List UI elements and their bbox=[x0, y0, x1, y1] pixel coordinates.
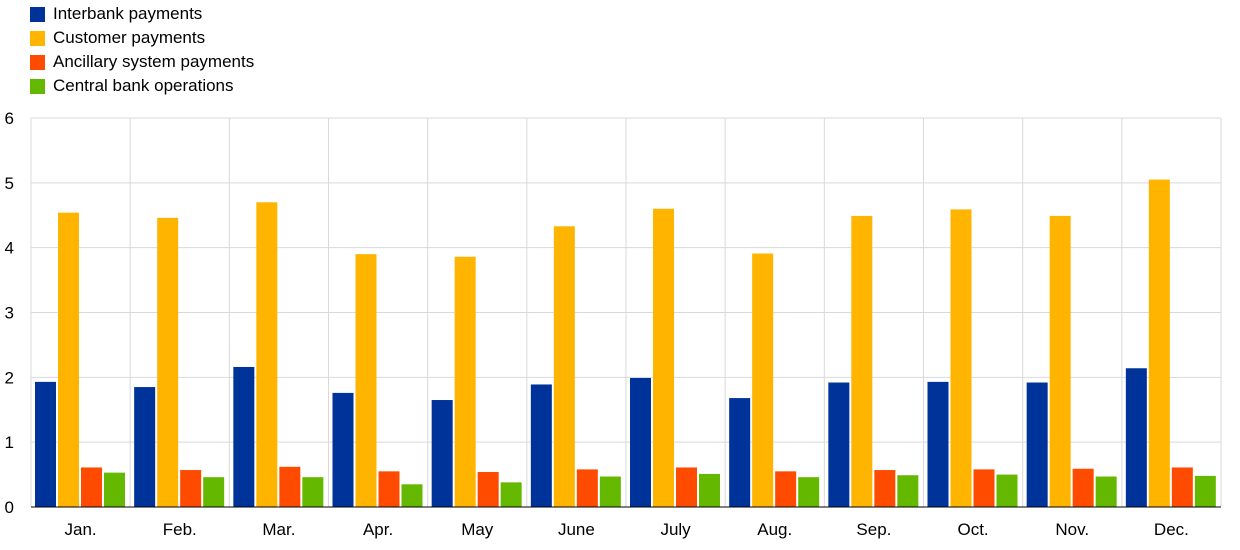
bar-interbank-payments-7 bbox=[729, 398, 751, 507]
bar-central-bank-operations-7 bbox=[798, 477, 820, 507]
bar-customer-payments-9 bbox=[950, 209, 972, 508]
legend-swatch-interbank bbox=[30, 6, 45, 22]
bar-customer-payments-3 bbox=[355, 254, 377, 507]
bar-central-bank-operations-1 bbox=[203, 477, 225, 507]
y-tick-label: 1 bbox=[5, 433, 14, 452]
bar-central-bank-operations-2 bbox=[302, 477, 324, 507]
legend-item-central-bank: Central bank operations bbox=[30, 74, 254, 98]
x-tick-label: June bbox=[558, 520, 595, 539]
x-tick-label: Dec. bbox=[1154, 520, 1189, 539]
bar-central-bank-operations-6 bbox=[699, 473, 720, 507]
legend: Interbank payments Customer payments Anc… bbox=[30, 2, 254, 98]
bar-customer-payments-6 bbox=[653, 208, 674, 507]
y-tick-label: 0 bbox=[5, 498, 14, 517]
bar-customer-payments-2 bbox=[256, 202, 278, 508]
legend-label-central-bank: Central bank operations bbox=[53, 76, 234, 95]
bar-interbank-payments-4 bbox=[431, 400, 453, 507]
bar-central-bank-operations-11 bbox=[1194, 475, 1216, 507]
bar-interbank-payments-2 bbox=[233, 366, 255, 507]
bar-interbank-payments-11 bbox=[1125, 368, 1147, 507]
x-tick-label: Apr. bbox=[363, 520, 393, 539]
bar-interbank-payments-3 bbox=[332, 392, 354, 507]
bar-ancillary-system-payments-2 bbox=[279, 466, 301, 507]
x-tick-label: Feb. bbox=[163, 520, 197, 539]
y-tick-label: 5 bbox=[5, 174, 14, 193]
bar-interbank-payments-8 bbox=[828, 382, 850, 507]
bar-ancillary-system-payments-3 bbox=[378, 471, 400, 507]
x-tick-label: May bbox=[461, 520, 494, 539]
x-tick-label: July bbox=[660, 520, 691, 539]
x-tick-label: Jan. bbox=[65, 520, 97, 539]
legend-swatch-ancillary bbox=[30, 54, 45, 70]
bar-ancillary-system-payments-11 bbox=[1171, 467, 1193, 507]
bar-central-bank-operations-5 bbox=[599, 476, 621, 507]
bar-customer-payments-5 bbox=[553, 226, 575, 507]
bar-customer-payments-0 bbox=[58, 212, 79, 507]
legend-item-interbank: Interbank payments bbox=[30, 2, 254, 26]
bar-ancillary-system-payments-1 bbox=[180, 470, 202, 507]
legend-item-customer: Customer payments bbox=[30, 26, 254, 50]
bar-central-bank-operations-0 bbox=[104, 472, 125, 507]
legend-label-customer: Customer payments bbox=[53, 28, 206, 47]
legend-swatch-customer bbox=[30, 30, 45, 46]
y-tick-label: 3 bbox=[5, 304, 14, 323]
legend-label-ancillary: Ancillary system payments bbox=[53, 52, 255, 71]
bar-central-bank-operations-3 bbox=[401, 484, 423, 507]
bar-customer-payments-8 bbox=[851, 215, 873, 508]
bar-customer-payments-11 bbox=[1148, 179, 1170, 507]
bar-customer-payments-1 bbox=[157, 217, 179, 508]
bar-ancillary-system-payments-9 bbox=[973, 469, 995, 507]
y-tick-label: 6 bbox=[5, 109, 14, 128]
bar-ancillary-system-payments-0 bbox=[81, 467, 102, 507]
legend-label-interbank: Interbank payments bbox=[53, 4, 203, 23]
bar-customer-payments-10 bbox=[1049, 215, 1071, 508]
bar-customer-payments-7 bbox=[752, 253, 774, 507]
bar-central-bank-operations-4 bbox=[500, 482, 522, 507]
x-tick-label: Oct. bbox=[957, 520, 988, 539]
bar-ancillary-system-payments-10 bbox=[1072, 468, 1094, 507]
x-tick-label: Nov. bbox=[1055, 520, 1089, 539]
x-tick-label: Sep. bbox=[856, 520, 891, 539]
bar-interbank-payments-6 bbox=[630, 377, 651, 507]
bar-interbank-payments-10 bbox=[1026, 382, 1048, 507]
y-tick-label: 2 bbox=[5, 368, 14, 387]
bar-central-bank-operations-8 bbox=[897, 475, 919, 507]
bar-interbank-payments-5 bbox=[530, 384, 552, 507]
bar-central-bank-operations-9 bbox=[996, 474, 1018, 507]
bar-ancillary-system-payments-8 bbox=[874, 470, 896, 507]
bar-interbank-payments-0 bbox=[35, 381, 56, 507]
bar-ancillary-system-payments-5 bbox=[576, 469, 598, 507]
bar-interbank-payments-9 bbox=[927, 381, 949, 507]
bar-central-bank-operations-10 bbox=[1095, 476, 1117, 507]
y-tick-label: 4 bbox=[5, 239, 14, 258]
bar-customer-payments-4 bbox=[454, 256, 476, 507]
bar-ancillary-system-payments-7 bbox=[775, 471, 797, 507]
bar-interbank-payments-1 bbox=[134, 387, 156, 507]
legend-item-ancillary: Ancillary system payments bbox=[30, 50, 254, 74]
bar-ancillary-system-payments-4 bbox=[477, 471, 499, 507]
x-tick-label: Mar. bbox=[262, 520, 295, 539]
legend-swatch-central-bank bbox=[30, 78, 45, 94]
bar-ancillary-system-payments-6 bbox=[676, 467, 697, 507]
x-tick-label: Aug. bbox=[757, 520, 792, 539]
